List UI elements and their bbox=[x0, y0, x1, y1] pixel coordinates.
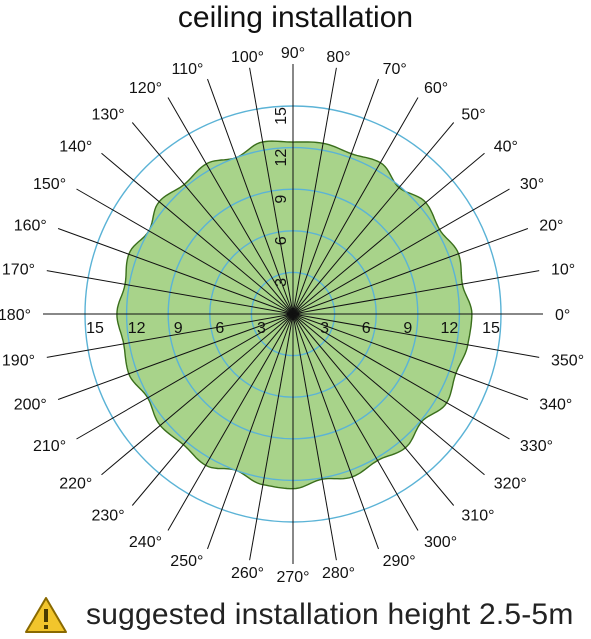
angle-labels: 0° 10° 20° 30° 40° 50° 60° 70° 80° 90° 100° 110° 120… bbox=[0, 45, 584, 586]
angle-spoke bbox=[167, 97, 294, 315]
angle-spoke bbox=[57, 313, 294, 400]
angle-label: 340° bbox=[539, 397, 572, 414]
angle-spoke bbox=[76, 188, 294, 315]
angle-spoke bbox=[46, 313, 294, 358]
angle-label: 60° bbox=[424, 80, 448, 97]
angle-spoke bbox=[292, 313, 419, 531]
angle-spoke bbox=[249, 67, 294, 315]
angle-spoke bbox=[292, 313, 485, 476]
angle-label: 140° bbox=[59, 139, 92, 156]
radial-tick-label: 9 bbox=[403, 320, 412, 337]
angle-label: 350° bbox=[551, 353, 584, 370]
radial-tick-label: 9 bbox=[273, 195, 290, 204]
angle-label: 90° bbox=[281, 45, 305, 62]
angle-spoke bbox=[207, 313, 294, 550]
angle-label: 40° bbox=[494, 139, 518, 156]
radial-tick-label: 9 bbox=[174, 320, 183, 337]
angle-spoke bbox=[292, 122, 455, 315]
radial-tick-label: 15 bbox=[482, 320, 500, 337]
angle-spoke bbox=[101, 152, 294, 315]
radial-tick-label: 12 bbox=[128, 320, 146, 337]
radial-tick-label: 12 bbox=[273, 149, 290, 167]
angle-label: 130° bbox=[92, 106, 125, 123]
radial-tick-label: 3 bbox=[320, 320, 329, 337]
angle-spoke bbox=[292, 313, 510, 440]
angle-label: 100° bbox=[231, 49, 264, 66]
angle-label: 70° bbox=[383, 61, 407, 78]
angle-label: 50° bbox=[461, 106, 485, 123]
angle-label: 260° bbox=[231, 565, 264, 582]
angle-spoke bbox=[292, 228, 529, 315]
angle-spoke bbox=[131, 122, 294, 315]
installation-note-text: suggested installation height 2.5-5m bbox=[86, 598, 574, 631]
angle-spoke bbox=[292, 313, 379, 550]
angle-spoke bbox=[57, 228, 294, 315]
angle-label: 240° bbox=[129, 534, 162, 551]
angle-label: 320° bbox=[494, 475, 527, 492]
angle-spoke bbox=[292, 188, 510, 315]
angle-label: 120° bbox=[129, 80, 162, 97]
radial-tick-label: 12 bbox=[441, 320, 459, 337]
polar-chart: 3 3 3 6 6 6 9 9 9 12 12 12 15 15 15 0° 10° 20° 30° 40° 50° 6… bbox=[0, 45, 584, 586]
angle-label: 110° bbox=[171, 61, 203, 78]
angle-label: 180° bbox=[0, 307, 31, 324]
radial-tick-label: 6 bbox=[215, 320, 224, 337]
angle-spoke bbox=[292, 313, 540, 358]
angle-label: 230° bbox=[92, 508, 125, 525]
angle-label: 10° bbox=[551, 262, 575, 279]
angle-spoke bbox=[292, 97, 419, 315]
angle-spoke bbox=[131, 313, 294, 506]
radial-tick-labels: 3 3 3 6 6 6 9 9 9 12 12 12 15 15 15 bbox=[86, 107, 500, 337]
angle-label: 150° bbox=[33, 176, 66, 193]
radial-tick-label: 15 bbox=[86, 320, 104, 337]
angle-label: 330° bbox=[520, 438, 553, 455]
angle-spoke bbox=[292, 313, 455, 506]
angle-label: 210° bbox=[33, 438, 66, 455]
angle-label: 220° bbox=[59, 475, 92, 492]
angle-spoke bbox=[292, 78, 379, 315]
radial-tick-label: 3 bbox=[273, 278, 290, 287]
angle-label: 280° bbox=[322, 565, 355, 582]
radial-tick-label: 15 bbox=[273, 107, 290, 125]
angle-label: 0° bbox=[555, 307, 570, 324]
angle-spoke bbox=[76, 313, 294, 440]
angle-label: 300° bbox=[424, 534, 457, 551]
angle-spoke bbox=[292, 152, 485, 315]
radial-tick-label: 3 bbox=[257, 320, 266, 337]
angle-label: 190° bbox=[2, 353, 35, 370]
angle-spoke bbox=[292, 270, 540, 315]
angle-label: 20° bbox=[539, 217, 563, 234]
radial-tick-label: 6 bbox=[273, 236, 290, 245]
angle-label: 30° bbox=[520, 176, 544, 193]
angle-label: 310° bbox=[461, 508, 494, 525]
radial-tick-label: 6 bbox=[362, 320, 371, 337]
warning-triangle-icon bbox=[25, 597, 67, 633]
angle-label: 290° bbox=[383, 553, 416, 570]
angle-spoke bbox=[292, 313, 529, 400]
angle-spoke bbox=[249, 313, 294, 561]
angle-label: 170° bbox=[2, 262, 35, 279]
angle-spoke bbox=[46, 270, 294, 315]
angle-spoke bbox=[207, 78, 294, 315]
angle-label: 250° bbox=[170, 553, 203, 570]
angle-spoke bbox=[292, 313, 337, 561]
angle-spoke bbox=[101, 313, 294, 476]
angle-spoke bbox=[292, 67, 337, 315]
angle-label: 200° bbox=[14, 397, 47, 414]
angle-spoke bbox=[167, 313, 294, 531]
angle-label: 270° bbox=[276, 569, 309, 586]
angle-spokes bbox=[43, 64, 543, 564]
chart-title: ceiling installation bbox=[177, 1, 414, 34]
angle-label: 160° bbox=[14, 217, 47, 234]
angle-label: 80° bbox=[326, 49, 350, 66]
installation-note: suggested installation height 2.5-5m bbox=[24, 592, 574, 638]
